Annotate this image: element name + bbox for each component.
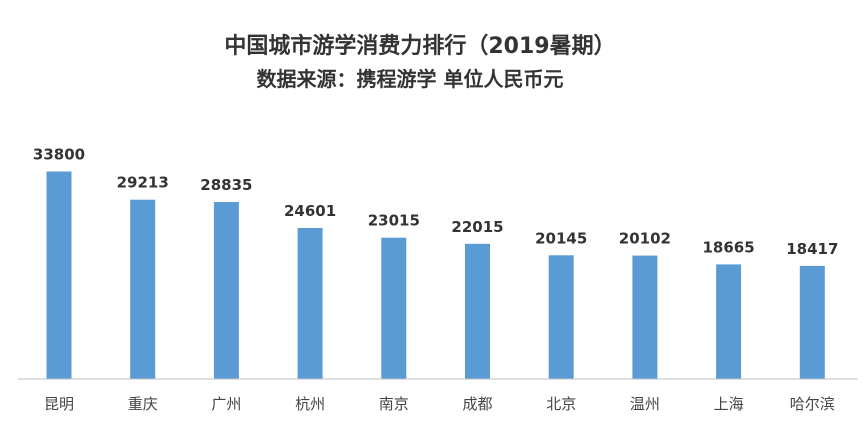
- bar-value-label: 23015: [368, 212, 420, 230]
- bar: [716, 264, 742, 379]
- category-label: 上海: [714, 395, 744, 413]
- category-label: 重庆: [128, 395, 158, 413]
- category-label: 成都: [462, 395, 492, 413]
- bar: [548, 255, 574, 379]
- bar-value-label: 20145: [535, 229, 587, 247]
- bar: [130, 199, 156, 379]
- bar-value-label: 20102: [619, 230, 671, 248]
- bar-value-label: 33800: [33, 146, 85, 164]
- bar-value-label: 18417: [786, 240, 838, 258]
- bar-value-label: 22015: [451, 218, 503, 236]
- chart-subtitle: 数据来源：携程游学 单位人民币元: [257, 67, 564, 91]
- category-label: 杭州: [295, 395, 325, 413]
- category-label: 哈尔滨: [790, 395, 835, 413]
- bar: [213, 202, 239, 379]
- bar: [297, 228, 323, 379]
- category-label: 昆明: [44, 395, 74, 413]
- category-labels-group: 昆明 重庆 广州 杭州 南京 成都 北京 温州 上海 哈尔滨: [44, 395, 835, 413]
- chart-title: 中国城市游学消费力排行（2019暑期）: [224, 33, 615, 59]
- bar-value-label: 28835: [200, 176, 252, 194]
- bar: [46, 171, 72, 379]
- bar: [632, 255, 658, 379]
- bars-group: [46, 171, 825, 379]
- category-label: 广州: [211, 395, 241, 413]
- bar-value-label: 24601: [284, 202, 336, 220]
- category-label: 南京: [379, 395, 409, 413]
- category-label: 北京: [546, 395, 576, 413]
- bar: [465, 243, 490, 379]
- value-labels-group: 33800 29213 28835 24601 23015 22015 20145 20102…: [33, 146, 838, 258]
- bar: [799, 265, 825, 379]
- category-label: 温州: [630, 395, 660, 413]
- bar-value-label: 18665: [703, 238, 755, 256]
- bar: [381, 237, 407, 379]
- bar-value-label: 29213: [117, 174, 169, 192]
